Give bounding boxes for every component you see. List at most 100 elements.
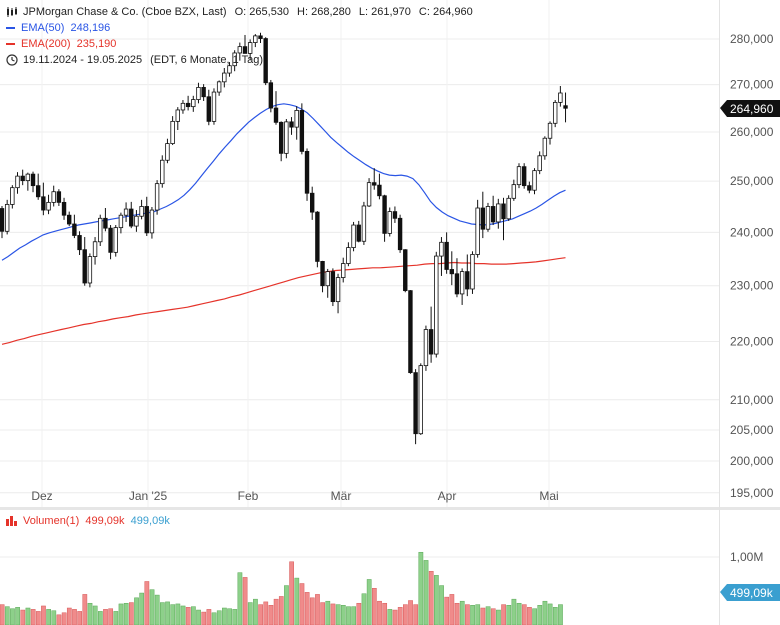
volume-bar xyxy=(201,611,207,625)
volume-bar xyxy=(382,602,388,625)
volume-badge-shape xyxy=(720,584,780,601)
candle-body xyxy=(227,65,232,74)
candles-icon xyxy=(7,7,17,17)
volume-bar xyxy=(0,604,5,625)
candle-body xyxy=(51,191,56,203)
candle-body xyxy=(25,173,31,182)
x-tick-label: Dez xyxy=(31,489,52,503)
candle-body xyxy=(372,182,377,186)
instrument-title: JPMorgan Chase & Co. (Cboe BZX, Last) xyxy=(23,6,227,18)
volume-badge-text: 499,09k xyxy=(730,586,774,600)
volume-bar xyxy=(92,605,98,625)
volume-bar xyxy=(299,583,305,625)
candle-body xyxy=(268,82,274,109)
candle-body xyxy=(335,277,341,303)
candle-body xyxy=(134,215,139,227)
legend-ema200-row[interactable]: EMA(200) 235,190 xyxy=(6,36,473,52)
volume-bar xyxy=(278,596,284,625)
panel-separator[interactable] xyxy=(0,507,780,510)
candle-body xyxy=(387,211,392,234)
candle-body xyxy=(563,105,568,109)
candlesticks xyxy=(0,32,568,445)
candle-body xyxy=(0,208,5,232)
volume-bar xyxy=(428,571,434,625)
volume-bar xyxy=(511,598,517,625)
volume-bar xyxy=(41,605,46,625)
volume-bar xyxy=(242,577,248,625)
volume-bar xyxy=(449,594,455,625)
volume-bars xyxy=(0,551,563,625)
volume-bar xyxy=(434,575,439,625)
close-value: 264,960 xyxy=(432,6,473,18)
candle-body xyxy=(92,241,98,258)
volume-bar xyxy=(294,577,300,625)
ema50-line xyxy=(1,103,566,261)
volume-bar xyxy=(185,607,191,625)
volume-bar xyxy=(547,603,553,625)
volume-bar xyxy=(392,609,398,625)
legend-range-row: 19.11.2024 - 19.05.2025 (EDT, 6 Monate, … xyxy=(6,52,473,68)
price-badge-shape xyxy=(720,100,780,117)
candle-body xyxy=(4,204,10,232)
y-tick-label: 220,000 xyxy=(730,334,774,348)
volume-bar xyxy=(470,605,475,625)
volume-bar xyxy=(51,610,57,625)
high-label: H: xyxy=(297,6,309,18)
volume-bar xyxy=(129,602,134,625)
grid-lines xyxy=(0,0,719,558)
range-info: (EDT, 6 Monate, 1 Tag) xyxy=(150,54,263,66)
volume-bar xyxy=(403,604,408,625)
price-badge-text: 264,960 xyxy=(730,102,774,116)
legend-ema50-row[interactable]: EMA(50) 248,196 xyxy=(6,20,473,36)
candle-body xyxy=(501,203,506,220)
candle-body xyxy=(61,201,67,216)
candle-body xyxy=(418,365,423,435)
ema50-path xyxy=(1,103,566,261)
candle-body xyxy=(165,143,170,161)
candle-body xyxy=(516,166,522,186)
volume-bar xyxy=(273,598,279,625)
x-tick-label: Mär xyxy=(331,489,352,503)
volume-bar xyxy=(558,604,563,625)
volume-bar xyxy=(304,592,310,625)
y-tick-label: 200,000 xyxy=(730,454,774,468)
y-tick-label: 250,000 xyxy=(730,174,774,188)
volume-bar xyxy=(418,551,424,625)
legend-title-row: JPMorgan Chase & Co. (Cboe BZX, Last) O:… xyxy=(6,4,473,20)
volume-bar xyxy=(413,604,419,625)
candle-body xyxy=(527,185,532,191)
volume-bar xyxy=(160,602,165,625)
volume-tick-label: 1,00M xyxy=(730,550,763,564)
volume-bar xyxy=(542,600,548,625)
candle-body xyxy=(273,107,279,123)
candle-body xyxy=(377,184,382,197)
volume-bar xyxy=(527,607,532,625)
volume-bar xyxy=(387,609,393,625)
candle-body xyxy=(542,137,548,157)
candle-body xyxy=(475,207,480,255)
x-tick-label: Feb xyxy=(238,489,259,503)
volume-bar xyxy=(485,606,491,625)
volume-bar xyxy=(10,608,15,625)
volume-bar xyxy=(454,602,460,625)
y-tick-label: 195,000 xyxy=(730,486,774,500)
volume-value-blue: 499,09k xyxy=(130,515,170,527)
candle-body xyxy=(191,99,196,108)
clock-icon xyxy=(6,54,18,66)
volume-bar xyxy=(35,611,41,625)
candle-body xyxy=(346,247,351,264)
volume-bar xyxy=(211,612,217,625)
volume-bar xyxy=(87,602,93,625)
y-tick-label: 230,000 xyxy=(730,279,774,293)
volume-bar xyxy=(340,605,346,625)
candle-body xyxy=(423,329,429,367)
candle-body xyxy=(341,263,346,278)
volume-bars-icon xyxy=(6,516,17,526)
ema200-value: 235,190 xyxy=(76,38,117,50)
candle-body xyxy=(30,173,36,187)
volume-bar xyxy=(66,607,72,625)
volume-bar xyxy=(309,597,315,625)
ema50-label: EMA(50) xyxy=(21,22,65,34)
